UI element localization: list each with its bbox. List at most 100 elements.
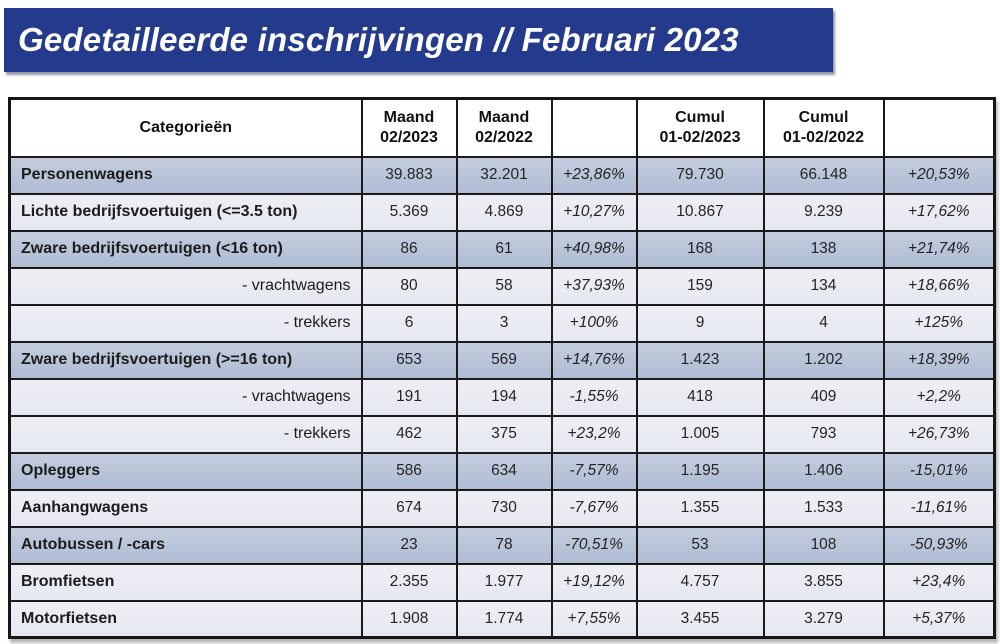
header-pct-cumul [882,97,996,158]
header-cumul-2023: Cumul 01-02/2023 [635,97,765,158]
value-cell: 66.148 [762,155,885,195]
value-cell: 61 [455,229,553,269]
category-cell: Aanhangwagens [8,488,363,528]
value-cell: 730 [455,488,553,528]
table-row: Lichte bedrijfsvoertuigen (<=3.5 ton) 5.… [8,192,996,232]
table-row: Personenwagens 39.883 32.201 +23,86% 79.… [8,155,996,195]
value-cell: 1.908 [360,599,458,639]
value-cell: 3.855 [762,562,885,602]
value-cell: 586 [360,451,458,491]
pct-cell: +5,37% [882,599,996,639]
category-cell: Zware bedrijfsvoertuigen (>=16 ton) [8,340,363,380]
value-cell: 2.355 [360,562,458,602]
pct-cell: +14,76% [550,340,638,380]
header-cumul-2022: Cumul 01-02/2022 [762,97,885,158]
pct-cell: +125% [882,303,996,343]
value-cell: 634 [455,451,553,491]
category-cell: Bromfietsen [8,562,363,602]
table-row: - vrachtwagens 80 58 +37,93% 159 134 +18… [8,266,996,306]
page-title: Gedetailleerde inschrijvingen // Februar… [18,21,739,58]
value-cell: 23 [360,525,458,565]
table-row: Opleggers 586 634 -7,57% 1.195 1.406 -15… [8,451,996,491]
header-pct-month [550,97,638,158]
value-cell: 86 [360,229,458,269]
pct-cell: -7,57% [550,451,638,491]
value-cell: 39.883 [360,155,458,195]
value-cell: 1.977 [455,562,553,602]
category-cell: - trekkers [8,303,363,343]
value-cell: 159 [635,266,765,306]
category-cell: Autobussen / -cars [8,525,363,565]
pct-cell: +19,12% [550,562,638,602]
pct-cell: +37,93% [550,266,638,306]
value-cell: 3 [455,303,553,343]
header-categories: Categorieën [8,97,363,158]
value-cell: 1.774 [455,599,553,639]
value-cell: 4.869 [455,192,553,232]
value-cell: 1.202 [762,340,885,380]
pct-cell: +40,98% [550,229,638,269]
value-cell: 9.239 [762,192,885,232]
value-cell: 1.355 [635,488,765,528]
value-cell: 409 [762,377,885,417]
value-cell: 375 [455,414,553,454]
value-cell: 418 [635,377,765,417]
category-cell: - trekkers [8,414,363,454]
pct-cell: +100% [550,303,638,343]
category-cell: Lichte bedrijfsvoertuigen (<=3.5 ton) [8,192,363,232]
value-cell: 1.406 [762,451,885,491]
table-row: Zware bedrijfsvoertuigen (>=16 ton) 653 … [8,340,996,380]
table-row: Aanhangwagens 674 730 -7,67% 1.355 1.533… [8,488,996,528]
table-row: Zware bedrijfsvoertuigen (<16 ton) 86 61… [8,229,996,269]
value-cell: 1.423 [635,340,765,380]
value-cell: 108 [762,525,885,565]
value-cell: 79.730 [635,155,765,195]
pct-cell: +10,27% [550,192,638,232]
value-cell: 53 [635,525,765,565]
category-cell: Zware bedrijfsvoertuigen (<16 ton) [8,229,363,269]
pct-cell: -1,55% [550,377,638,417]
title-banner: Gedetailleerde inschrijvingen // Februar… [4,8,833,72]
table-row: - vrachtwagens 191 194 -1,55% 418 409 +2… [8,377,996,417]
value-cell: 80 [360,266,458,306]
registrations-table: Categorieën Maand 02/2023 Maand 02/2022 … [8,97,996,639]
category-cell: Personenwagens [8,155,363,195]
value-cell: 1.195 [635,451,765,491]
table-row: Bromfietsen 2.355 1.977 +19,12% 4.757 3.… [8,562,996,602]
value-cell: 793 [762,414,885,454]
value-cell: 138 [762,229,885,269]
value-cell: 32.201 [455,155,553,195]
value-cell: 194 [455,377,553,417]
value-cell: 3.279 [762,599,885,639]
pct-cell: +26,73% [882,414,996,454]
value-cell: 168 [635,229,765,269]
value-cell: 653 [360,340,458,380]
pct-cell: +7,55% [550,599,638,639]
category-cell: - vrachtwagens [8,377,363,417]
value-cell: 9 [635,303,765,343]
category-cell: Opleggers [8,451,363,491]
pct-cell: +23,86% [550,155,638,195]
value-cell: 3.455 [635,599,765,639]
value-cell: 569 [455,340,553,380]
pct-cell: -50,93% [882,525,996,565]
pct-cell: -70,51% [550,525,638,565]
table-header-row: Categorieën Maand 02/2023 Maand 02/2022 … [8,97,996,158]
pct-cell: +17,62% [882,192,996,232]
pct-cell: +2,2% [882,377,996,417]
value-cell: 1.533 [762,488,885,528]
value-cell: 78 [455,525,553,565]
table-row: - trekkers 6 3 +100% 9 4 +125% [8,303,996,343]
pct-cell: +18,66% [882,266,996,306]
value-cell: 6 [360,303,458,343]
table-row: Autobussen / -cars 23 78 -70,51% 53 108 … [8,525,996,565]
category-cell: - vrachtwagens [8,266,363,306]
value-cell: 4.757 [635,562,765,602]
pct-cell: +23,4% [882,562,996,602]
value-cell: 10.867 [635,192,765,232]
value-cell: 674 [360,488,458,528]
value-cell: 191 [360,377,458,417]
pct-cell: +18,39% [882,340,996,380]
table-row: - trekkers 462 375 +23,2% 1.005 793 +26,… [8,414,996,454]
pct-cell: +20,53% [882,155,996,195]
